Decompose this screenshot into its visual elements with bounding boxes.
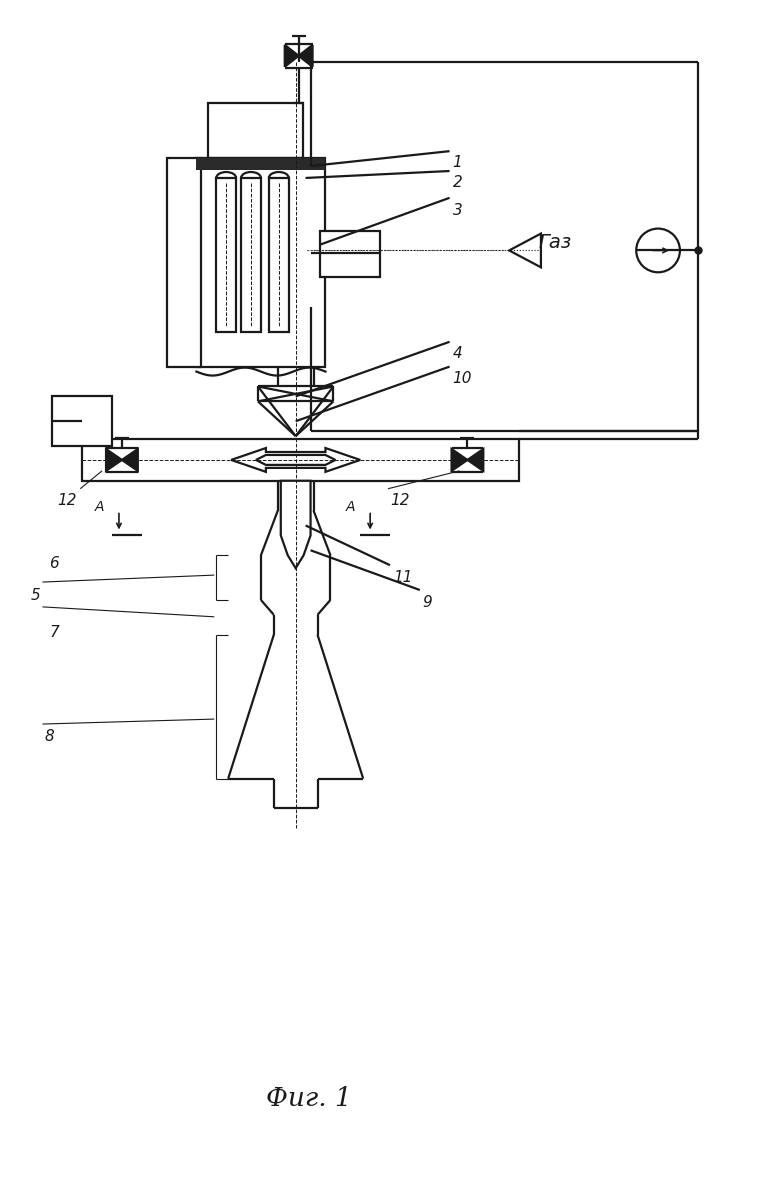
Bar	[208, 104, 303, 158]
Circle shape	[636, 229, 680, 273]
Text: Фиг. 1: Фиг. 1	[266, 1087, 352, 1111]
Text: 12: 12	[390, 492, 410, 508]
Text: A: A	[346, 500, 355, 514]
Polygon shape	[281, 481, 310, 568]
Bar	[216, 178, 236, 332]
Bar	[167, 158, 201, 366]
Text: 4: 4	[452, 346, 463, 360]
Bar	[321, 230, 380, 278]
Polygon shape	[452, 449, 467, 471]
Polygon shape	[106, 449, 122, 471]
Text: 7: 7	[49, 625, 59, 640]
Bar	[269, 178, 289, 332]
Polygon shape	[256, 455, 335, 465]
Polygon shape	[299, 45, 313, 67]
Bar	[82, 439, 519, 481]
Bar	[197, 158, 325, 170]
Polygon shape	[122, 449, 138, 471]
Polygon shape	[231, 448, 360, 472]
Bar	[241, 178, 261, 332]
Text: 5: 5	[30, 588, 41, 603]
Bar	[197, 158, 325, 366]
Text: 6: 6	[49, 556, 59, 572]
Text: 3: 3	[452, 203, 463, 217]
Text: A: A	[94, 500, 104, 514]
Polygon shape	[509, 234, 541, 267]
Polygon shape	[285, 45, 299, 67]
Text: 9: 9	[423, 595, 433, 609]
Text: 11: 11	[393, 570, 413, 585]
Bar	[52, 397, 112, 446]
Text: 8: 8	[44, 729, 55, 744]
Text: 1: 1	[452, 155, 463, 170]
Text: 12: 12	[58, 492, 77, 508]
Text: 10: 10	[452, 371, 472, 385]
Text: Газ: Газ	[539, 233, 573, 252]
Text: 2: 2	[452, 175, 463, 190]
Polygon shape	[467, 449, 484, 471]
